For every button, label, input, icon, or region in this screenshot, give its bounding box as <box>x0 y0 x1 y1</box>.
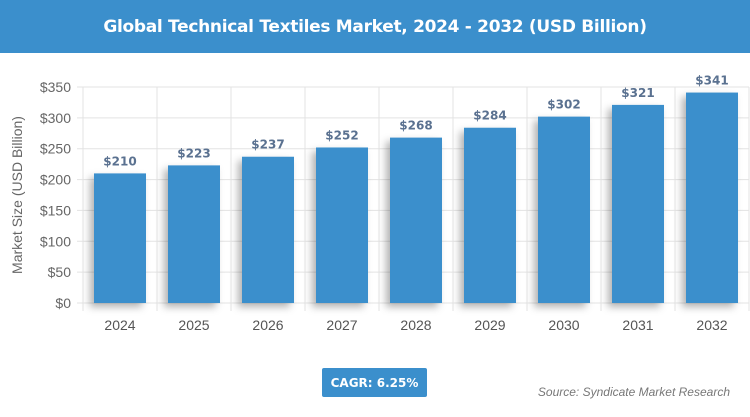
data-label: $284 <box>473 109 506 123</box>
data-label: $302 <box>547 98 580 112</box>
y-tick-label: $0 <box>55 295 71 311</box>
x-tick-label: 2032 <box>696 317 727 333</box>
x-tick-label: 2030 <box>548 317 579 333</box>
bar <box>538 116 590 303</box>
x-tick-label: 2026 <box>252 317 283 333</box>
data-label: $210 <box>103 154 136 168</box>
bar <box>168 165 220 303</box>
bar <box>612 104 664 303</box>
y-tick-label: $200 <box>40 172 71 188</box>
data-label: $223 <box>177 146 210 160</box>
y-tick-label: $250 <box>40 141 71 157</box>
y-axis-label: Market Size (USD Billion) <box>9 116 25 274</box>
bar <box>686 92 738 303</box>
bar <box>242 156 294 303</box>
x-tick-label: 2027 <box>326 317 357 333</box>
bar <box>390 137 442 303</box>
y-tick-label: $350 <box>40 79 71 95</box>
x-tick-label: 2029 <box>474 317 505 333</box>
data-label: $341 <box>695 74 728 88</box>
x-tick-label: 2031 <box>622 317 653 333</box>
y-tick-label: $50 <box>48 264 72 280</box>
data-label: $252 <box>325 128 358 142</box>
cagr-badge: CAGR: 6.25% <box>322 368 427 397</box>
bar <box>94 173 146 303</box>
x-tick-label: 2025 <box>178 317 209 333</box>
source-note: Source: Syndicate Market Research <box>537 385 730 399</box>
data-label: $321 <box>621 86 654 100</box>
x-tick-label: 2028 <box>400 317 431 333</box>
chart-title: Global Technical Textiles Market, 2024 -… <box>0 0 750 53</box>
y-tick-label: $300 <box>40 110 71 126</box>
data-label: $268 <box>399 119 432 133</box>
bar <box>464 127 516 303</box>
data-label: $237 <box>251 138 284 152</box>
bar <box>316 147 368 303</box>
x-tick-label: 2024 <box>104 317 135 333</box>
y-tick-label: $100 <box>40 233 71 249</box>
y-tick-label: $150 <box>40 202 71 218</box>
